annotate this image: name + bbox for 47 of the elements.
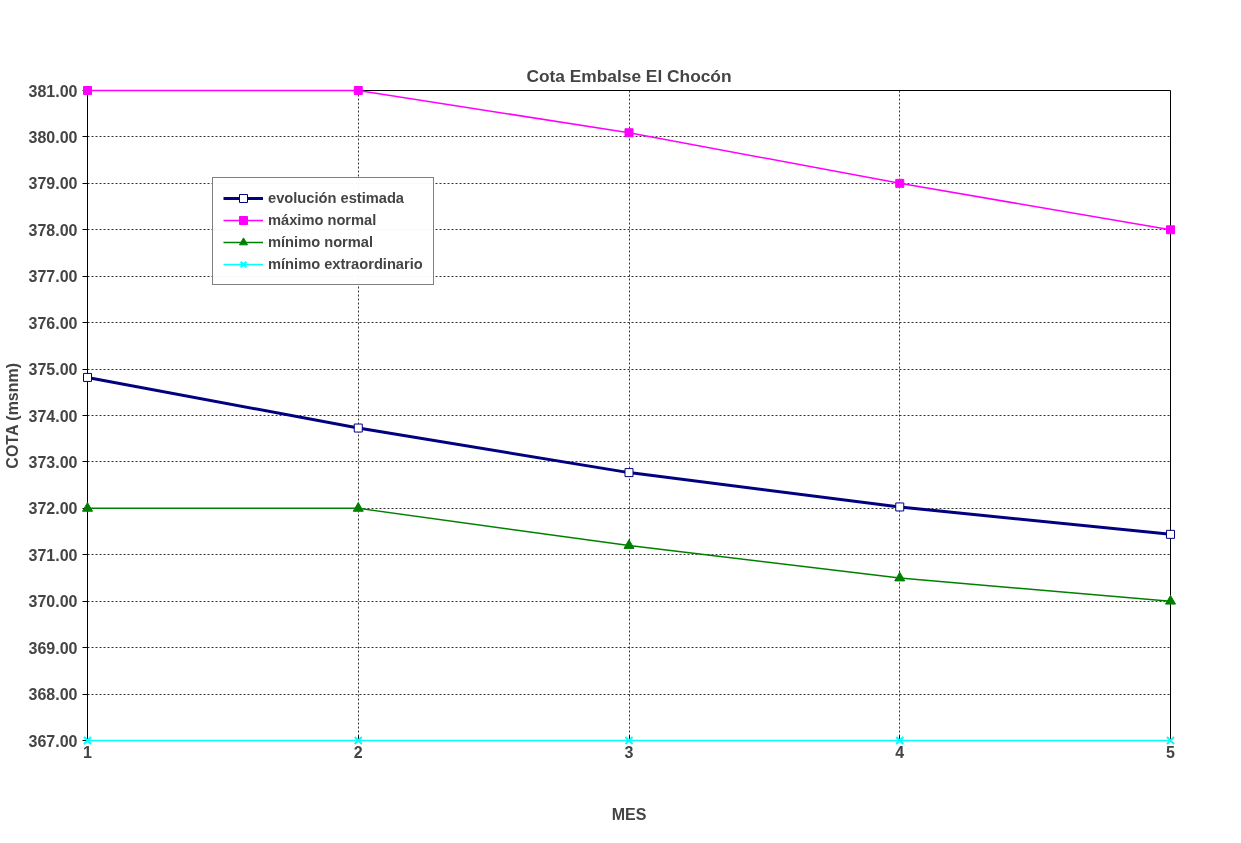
legend-label: mínimo extraordinario	[268, 255, 423, 273]
point	[1166, 529, 1175, 539]
y-tick-label: 373.00	[28, 453, 78, 471]
y-tick-label: 370.00	[28, 593, 78, 611]
y-tick-label: 379.00	[28, 175, 78, 193]
point	[1165, 594, 1176, 605]
x-tick-label: 4	[895, 743, 905, 761]
point	[352, 502, 364, 512]
y-tick-label: 371.00	[28, 546, 78, 564]
point	[624, 128, 634, 138]
legend-label: mínimo normal	[268, 233, 374, 251]
point	[623, 539, 635, 549]
y-tick-label: 368.00	[28, 686, 78, 704]
point	[895, 178, 905, 188]
y-tick-label: 380.00	[28, 128, 78, 146]
x-axis-title: MES	[611, 805, 647, 823]
point	[894, 571, 906, 582]
x-tick-label: 1	[83, 743, 93, 761]
point	[353, 423, 363, 433]
x-tick-label: 3	[624, 743, 634, 761]
y-tick-label: 376.00	[28, 314, 78, 332]
point	[83, 86, 92, 95]
legend-label: máximo normal	[268, 211, 377, 229]
point	[83, 372, 92, 382]
y-tick-label: 377.00	[28, 268, 78, 286]
y-tick-label: 374.00	[28, 407, 78, 425]
point	[624, 735, 634, 746]
y-tick-label: 381.00	[28, 82, 78, 100]
point	[353, 735, 363, 746]
y-tick-label: 378.00	[28, 221, 78, 239]
legend-label: evolución estimada	[268, 189, 405, 207]
point	[895, 502, 905, 512]
point	[82, 502, 93, 512]
point	[895, 735, 905, 746]
y-tick-label: 367.00	[28, 732, 78, 750]
point	[82, 735, 93, 746]
y-tick-label: 369.00	[28, 639, 78, 657]
x-tick-label: 2	[353, 743, 363, 761]
point	[1165, 735, 1176, 746]
y-axis-title: COTA (msnm)	[3, 362, 21, 469]
point	[353, 86, 363, 95]
point	[1166, 225, 1175, 235]
point	[624, 468, 634, 478]
chart-title: Cota Embalse El Chocón	[526, 65, 732, 86]
x-tick-label: 5	[1166, 743, 1176, 761]
y-tick-label: 372.00	[28, 500, 78, 518]
y-tick-label: 375.00	[28, 361, 78, 379]
